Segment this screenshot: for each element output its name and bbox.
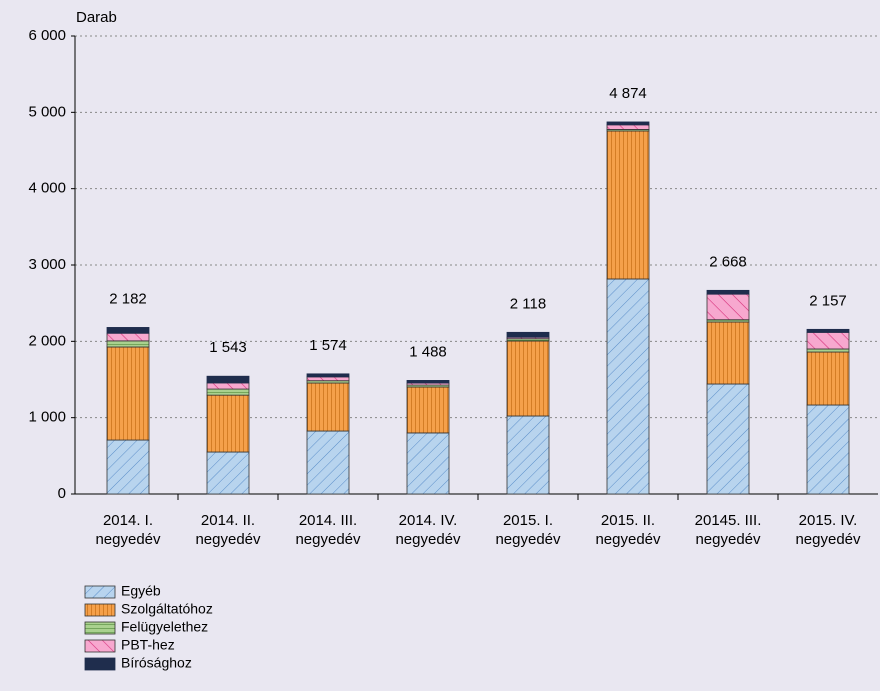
bar-segment	[106, 340, 150, 348]
x-tick-label: 2014. I.	[103, 512, 153, 529]
bar-segment	[706, 321, 750, 385]
bar-segment	[506, 331, 550, 338]
x-tick-label: negyedév	[295, 531, 361, 548]
bar-segment	[706, 293, 750, 321]
x-tick-label: negyedév	[795, 531, 861, 548]
bar-segment	[506, 340, 550, 417]
total-label: 2 668	[709, 253, 747, 270]
bar-segment	[706, 289, 750, 295]
bar-segment	[806, 328, 850, 333]
y-tick-label: 6 000	[28, 27, 66, 44]
total-label: 2 157	[809, 292, 847, 309]
x-tick-label: 2014. IV.	[399, 512, 458, 529]
legend-label: Felügyelethez	[121, 619, 208, 635]
legend-label: Bírósághoz	[121, 655, 192, 671]
x-tick-label: 2015. I.	[503, 512, 553, 529]
bar-segment	[606, 278, 650, 495]
total-label: 2 182	[109, 290, 147, 307]
bar-segment	[106, 346, 150, 441]
y-axis-label: Darab	[76, 9, 117, 26]
total-label: 4 874	[609, 85, 647, 102]
bar-segment	[606, 124, 650, 130]
bar-segment	[106, 439, 150, 495]
bar-segment	[306, 373, 350, 378]
x-tick-label: negyedév	[95, 531, 161, 548]
bar-segment	[406, 380, 450, 384]
x-tick-label: 20145. III.	[695, 512, 762, 529]
y-tick-label: 1 000	[28, 409, 66, 426]
bar-segment	[106, 327, 150, 334]
x-tick-label: negyedév	[495, 531, 561, 548]
bar-segment	[206, 382, 250, 390]
x-tick-label: negyedév	[195, 531, 261, 548]
bar-segment	[806, 404, 850, 495]
y-tick-label: 4 000	[28, 180, 66, 197]
bar-segment	[406, 386, 450, 434]
legend-swatch	[84, 585, 116, 599]
bar-segment	[106, 332, 150, 342]
bar-segment	[606, 130, 650, 280]
x-tick-label: negyedév	[395, 531, 461, 548]
bar-segment	[206, 375, 250, 384]
legend-swatch	[84, 657, 116, 671]
legend-label: Szolgáltatóhoz	[121, 601, 213, 617]
bar-segment	[306, 430, 350, 495]
bar-segment	[406, 432, 450, 495]
legend-swatch	[84, 603, 116, 617]
total-label: 1 488	[409, 343, 447, 360]
x-tick-label: negyedév	[595, 531, 661, 548]
y-tick-label: 2 000	[28, 332, 66, 349]
y-tick-label: 5 000	[28, 103, 66, 120]
bar-segment	[206, 451, 250, 495]
legend-label: PBT-hez	[121, 637, 175, 653]
bar-segment	[206, 388, 250, 396]
x-tick-label: negyedév	[695, 531, 761, 548]
total-label: 1 543	[209, 339, 247, 356]
legend-label: Egyéb	[121, 583, 161, 599]
bar-segment	[706, 383, 750, 495]
bar-segment	[806, 332, 850, 350]
y-tick-label: 3 000	[28, 256, 66, 273]
total-label: 1 574	[309, 337, 347, 354]
y-tick-label: 0	[58, 485, 66, 502]
bar-segment	[606, 121, 650, 126]
legend-swatch	[84, 621, 116, 635]
bar-segment	[206, 394, 250, 453]
bar-segment	[306, 376, 350, 382]
x-tick-label: 2015. IV.	[799, 512, 858, 529]
x-tick-label: 2015. II.	[601, 512, 655, 529]
bar-segment	[806, 348, 850, 353]
total-label: 2 118	[510, 295, 546, 312]
legend-swatch	[84, 639, 116, 653]
x-tick-label: 2014. II.	[201, 512, 255, 529]
bar-segment	[506, 415, 550, 495]
x-tick-label: 2014. III.	[299, 512, 357, 529]
bar-segment	[806, 351, 850, 406]
bar-segment	[306, 382, 350, 432]
